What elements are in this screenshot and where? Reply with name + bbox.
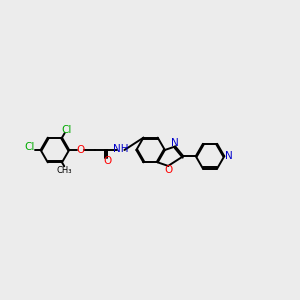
Text: N: N xyxy=(226,151,233,161)
Text: N: N xyxy=(171,138,179,148)
Text: Cl: Cl xyxy=(61,125,71,135)
Text: O: O xyxy=(164,165,172,175)
Text: NH: NH xyxy=(112,144,128,154)
Text: CH₃: CH₃ xyxy=(57,166,72,175)
Text: O: O xyxy=(76,145,85,155)
Text: O: O xyxy=(103,156,111,166)
Text: Cl: Cl xyxy=(24,142,34,152)
